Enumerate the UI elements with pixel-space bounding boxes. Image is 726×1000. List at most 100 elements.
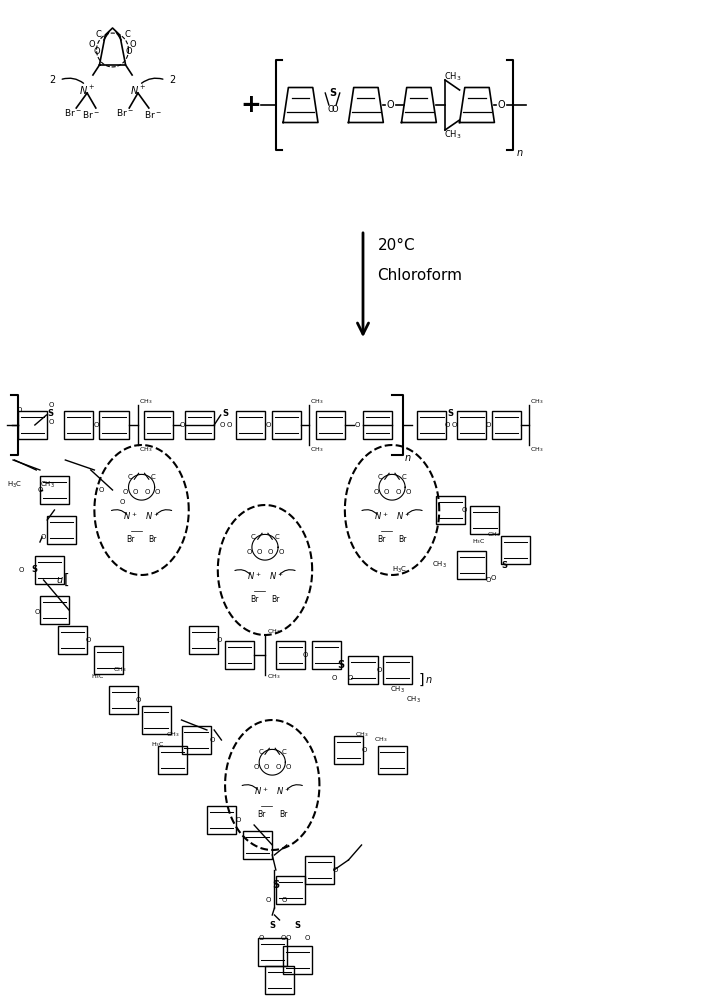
Bar xyxy=(142,706,171,734)
Text: C: C xyxy=(151,474,155,480)
Bar xyxy=(243,831,272,859)
Text: Br$^-$: Br$^-$ xyxy=(116,106,134,117)
Text: 2: 2 xyxy=(170,75,176,85)
Text: Br$^-$: Br$^-$ xyxy=(64,106,81,117)
Text: n: n xyxy=(425,675,431,685)
Bar xyxy=(258,938,287,966)
Text: O: O xyxy=(405,489,411,495)
Bar xyxy=(64,411,93,439)
Text: S: S xyxy=(32,566,38,574)
Bar xyxy=(272,411,301,439)
Text: $N^+$: $N^+$ xyxy=(79,83,95,97)
Text: $N^+$: $N^+$ xyxy=(396,511,410,522)
Text: S: S xyxy=(222,408,228,418)
Text: O: O xyxy=(256,549,262,555)
Text: CH$_3$: CH$_3$ xyxy=(139,398,153,406)
Text: Br: Br xyxy=(279,810,287,819)
Bar xyxy=(334,736,363,764)
Text: S: S xyxy=(269,920,275,930)
Text: CH$_3$: CH$_3$ xyxy=(139,446,153,454)
Text: C: C xyxy=(258,749,263,755)
Text: O: O xyxy=(264,764,269,770)
Text: 20°C: 20°C xyxy=(378,237,415,252)
Text: O: O xyxy=(373,489,379,495)
Bar xyxy=(158,746,187,774)
Text: O: O xyxy=(376,667,382,673)
Text: O: O xyxy=(235,817,241,823)
Bar xyxy=(316,411,345,439)
Text: O: O xyxy=(180,422,185,428)
Bar xyxy=(207,806,236,834)
Text: u: u xyxy=(57,575,62,585)
Text: O: O xyxy=(362,747,367,753)
Text: O: O xyxy=(452,422,457,428)
Text: CH$_3$: CH$_3$ xyxy=(530,398,544,406)
Bar xyxy=(457,411,486,439)
Text: CH$_3$: CH$_3$ xyxy=(166,731,179,739)
Text: O: O xyxy=(209,737,215,743)
Text: CH$_3$: CH$_3$ xyxy=(310,446,324,454)
Text: O: O xyxy=(303,652,309,658)
Bar xyxy=(276,876,305,904)
Bar xyxy=(265,966,294,994)
Text: O: O xyxy=(227,422,232,428)
Text: CH$_3$: CH$_3$ xyxy=(267,673,281,681)
Text: Br$^-$: Br$^-$ xyxy=(144,109,161,120)
Text: O: O xyxy=(444,422,450,428)
Text: H$_3$C: H$_3$C xyxy=(91,673,105,681)
Text: O: O xyxy=(144,489,150,495)
Bar xyxy=(35,556,64,584)
Bar xyxy=(47,516,76,544)
Bar xyxy=(492,411,521,439)
Text: O: O xyxy=(285,935,291,941)
Text: H$_3$C: H$_3$C xyxy=(7,480,22,490)
Text: O: O xyxy=(155,489,160,495)
Text: O: O xyxy=(89,40,96,49)
Bar xyxy=(18,411,47,439)
Text: O: O xyxy=(278,549,284,555)
Text: $N^+$: $N^+$ xyxy=(254,786,269,797)
Text: O: O xyxy=(266,897,272,903)
Text: O: O xyxy=(48,402,54,408)
Text: H$_3$C: H$_3$C xyxy=(152,741,165,749)
Text: CH$_3$: CH$_3$ xyxy=(40,480,54,490)
Bar xyxy=(182,726,211,754)
Text: H$_3$C: H$_3$C xyxy=(392,565,407,575)
Bar xyxy=(99,411,129,439)
Text: O: O xyxy=(219,422,225,428)
Text: O: O xyxy=(387,100,394,110)
Bar xyxy=(144,411,173,439)
Text: $N^+$: $N^+$ xyxy=(276,786,290,797)
Text: CH$_3$: CH$_3$ xyxy=(432,560,446,570)
Text: O: O xyxy=(275,764,281,770)
Text: $N^+$: $N^+$ xyxy=(123,511,138,522)
Text: O: O xyxy=(123,489,129,495)
Text: O: O xyxy=(354,422,359,428)
Text: O: O xyxy=(99,487,105,493)
Text: Br: Br xyxy=(272,595,280,604)
Text: O: O xyxy=(485,422,491,428)
Text: Br: Br xyxy=(126,535,135,544)
Text: CH$_3$: CH$_3$ xyxy=(267,628,281,636)
Text: Br: Br xyxy=(257,810,266,819)
Bar xyxy=(40,476,69,504)
Text: Chloroform: Chloroform xyxy=(378,267,462,282)
Text: CH$_3$: CH$_3$ xyxy=(487,531,500,539)
Bar xyxy=(40,596,69,624)
Text: O: O xyxy=(491,575,497,581)
Text: $N^+$: $N^+$ xyxy=(374,511,388,522)
Text: n: n xyxy=(516,148,522,158)
Bar xyxy=(417,411,446,439)
Bar xyxy=(185,411,214,439)
Text: O: O xyxy=(333,867,338,873)
Text: O: O xyxy=(304,935,310,941)
Text: C: C xyxy=(401,474,406,480)
Text: O: O xyxy=(285,764,291,770)
Text: O: O xyxy=(485,577,491,583)
Text: [: [ xyxy=(64,573,70,587)
Text: O: O xyxy=(93,47,100,56)
Bar xyxy=(283,946,312,974)
Text: S: S xyxy=(272,880,280,890)
Bar xyxy=(378,746,407,774)
Bar xyxy=(58,626,87,654)
